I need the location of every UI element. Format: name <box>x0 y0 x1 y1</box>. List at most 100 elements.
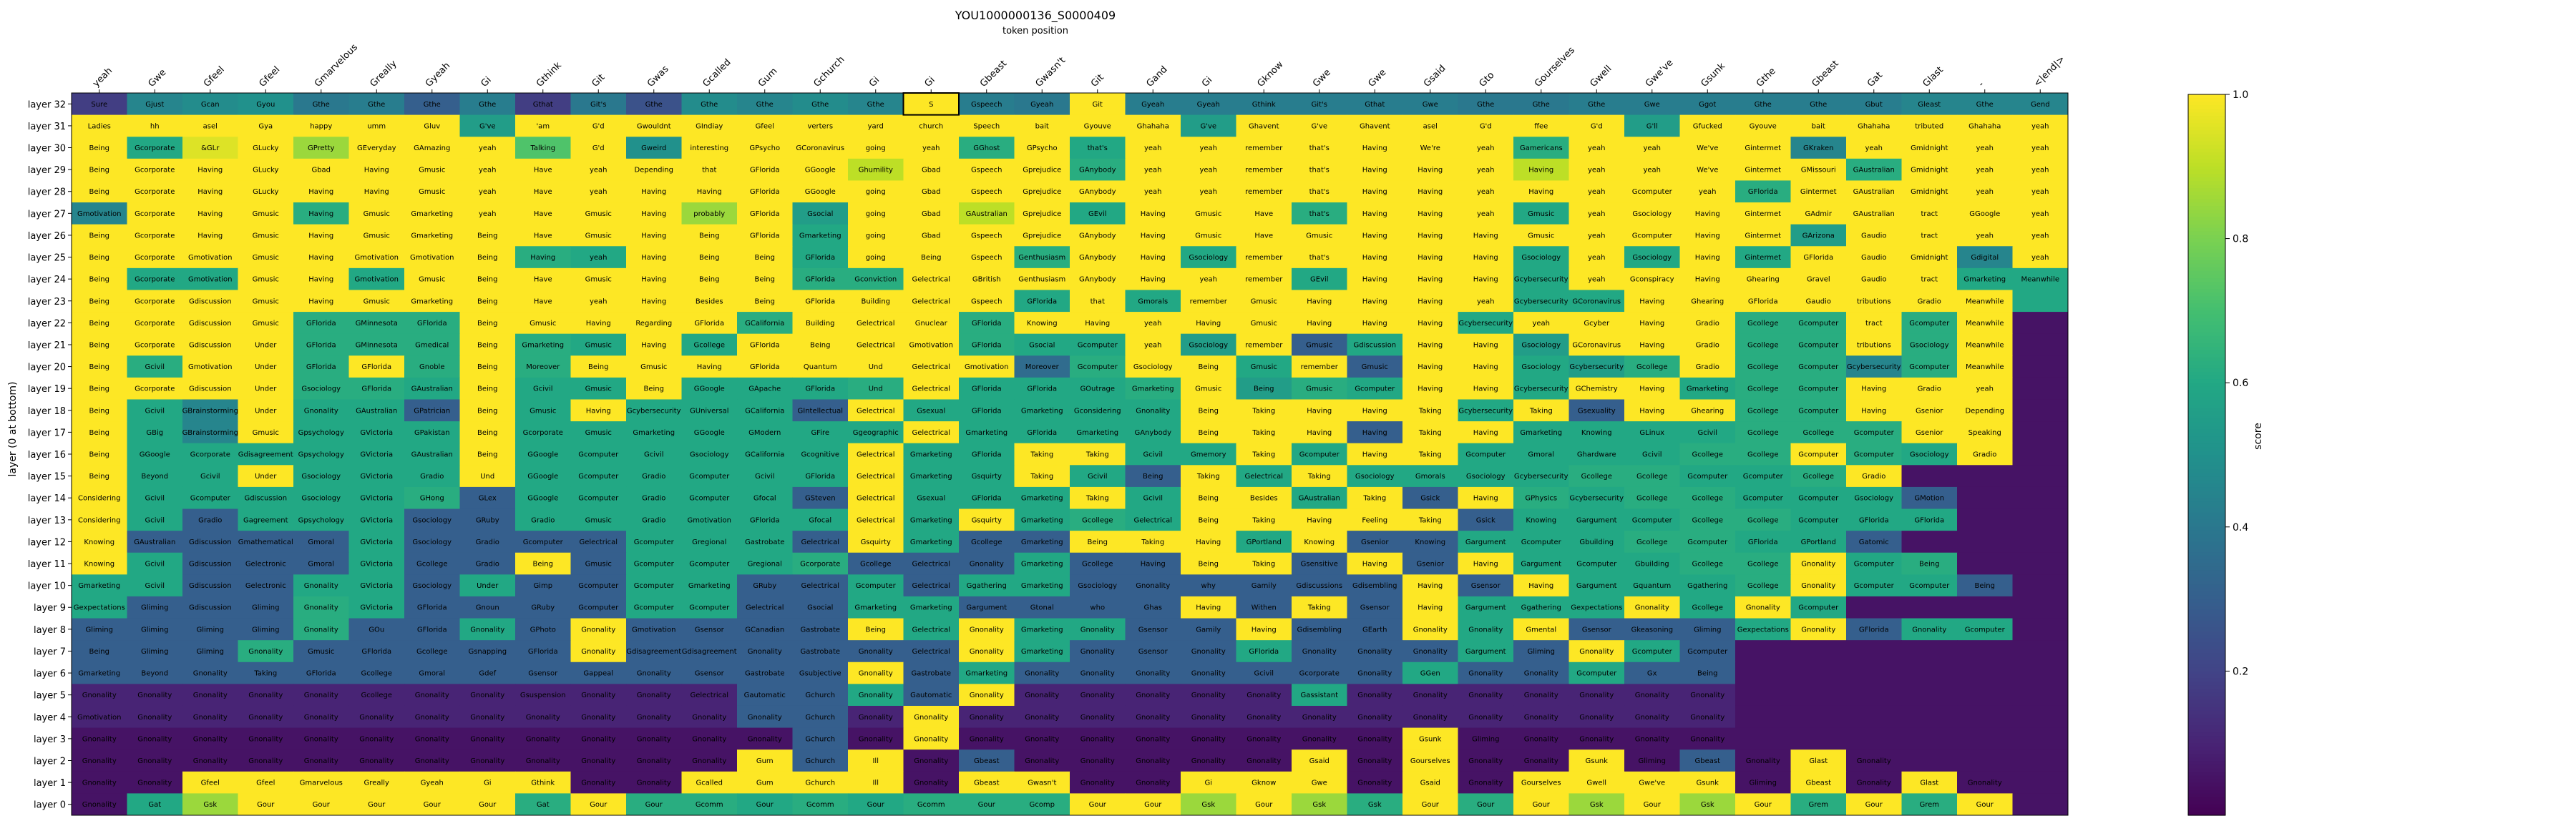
heatmap-cell: Gmusic <box>626 355 682 378</box>
heatmap-cell-label: GAustralian <box>1299 495 1340 503</box>
heatmap-cell-label: Gcollege <box>1692 516 1723 524</box>
heatmap-cell-label: Gsociology <box>1854 495 1893 503</box>
heatmap-cell-label: Gliming <box>1527 648 1555 656</box>
heatmap-cell: GApache <box>737 377 793 400</box>
heatmap-cell-label: Having <box>1141 561 1166 569</box>
heatmap-cell: Gliming <box>1679 618 1736 641</box>
heatmap-cell-rect <box>1070 399 1126 422</box>
heatmap-cell: Having <box>182 224 238 247</box>
heatmap-cell-label: Gmotivation <box>188 276 233 284</box>
heatmap-cell-rect <box>1790 333 1847 356</box>
heatmap-cell: Gnonality <box>459 727 516 750</box>
heatmap-cell-label: GEvil <box>1310 276 1329 284</box>
heatmap-cell: Gautomatic <box>737 684 793 707</box>
heatmap-cell-label: that's <box>1309 210 1330 218</box>
heatmap-cell: Gcybersecurity <box>1513 267 1569 290</box>
heatmap-cell-rect <box>1901 93 1958 116</box>
heatmap-cell: Gliming <box>127 640 183 663</box>
heatmap-cell: Gargument <box>1458 531 1514 554</box>
heatmap-cell-rect <box>182 355 238 378</box>
heatmap-cell-rect <box>737 399 793 422</box>
heatmap-cell-label: Gsexual <box>917 495 945 503</box>
heatmap-cell: Gmotivation <box>182 267 238 290</box>
heatmap-cell: Beyond <box>127 465 183 488</box>
heatmap-cell: Gradio <box>1901 290 1958 313</box>
heatmap-cell: Gnonality <box>1347 640 1403 663</box>
x-tick-label: Gsaid <box>1422 63 1448 89</box>
heatmap-cell-label: Gcomputer <box>1909 320 1950 328</box>
heatmap-cell: Gelectrical <box>848 312 904 335</box>
heatmap-cell-label: Having <box>1639 341 1664 349</box>
heatmap-cell: GGoogle <box>127 443 183 466</box>
heatmap-cell-label: Have <box>534 298 552 305</box>
heatmap-cell: &GLr <box>182 137 238 159</box>
heatmap-cell: Having <box>1624 377 1680 400</box>
heatmap-cell-label: Gnonality <box>1191 670 1226 678</box>
heatmap-cell: Gsociology <box>1513 246 1569 269</box>
heatmap-cell-rect <box>348 93 405 116</box>
heatmap-cell-label: Gthat <box>1365 101 1385 109</box>
heatmap-cell: Gelectrical <box>1236 465 1292 488</box>
heatmap-cell: Gelectrical <box>792 574 849 597</box>
heatmap-cell-label: GGoogle <box>140 451 170 459</box>
heatmap-cell-label: remember <box>1245 341 1283 349</box>
heatmap-cell-rect <box>792 158 849 181</box>
heatmap-cell: Gimp <box>515 574 571 597</box>
colorbar-segment <box>2188 353 2225 358</box>
heatmap-cell: Gnonality <box>515 727 571 750</box>
heatmap-cell-label: Gmoral <box>1528 451 1554 459</box>
heatmap-cell: bait <box>1790 114 1847 137</box>
heatmap-cell: Gnonality <box>1347 749 1403 772</box>
heatmap-cell-rect <box>1458 333 1514 356</box>
heatmap-cell-label: GGoogle <box>527 495 558 503</box>
heatmap-cell-label: Gliming <box>196 626 224 634</box>
heatmap-cell-label: We're <box>1420 144 1440 152</box>
heatmap-cell: Gmusic <box>238 224 294 247</box>
colorbar-segment <box>2188 710 2225 715</box>
heatmap-cell-label: Gour <box>1976 801 1994 809</box>
heatmap-cell-label: Gwe <box>1312 780 1327 787</box>
heatmap-cell-label: remember <box>1245 276 1283 284</box>
colorbar-segment <box>2188 206 2225 210</box>
heatmap-cell-rect <box>1347 377 1403 400</box>
colorbar-tick-label: 0.2 <box>2233 666 2248 677</box>
heatmap-cell-label: Gmotivation <box>965 363 1009 371</box>
heatmap-cell: Gelectrical <box>903 640 960 663</box>
heatmap-cell-rect <box>348 312 405 335</box>
heatmap-cell-label: Gcivil <box>145 516 165 524</box>
heatmap-cell: Gnonality <box>1458 618 1514 641</box>
heatmap-cell-label: Gend <box>2031 101 2050 109</box>
colorbar-segment <box>2188 577 2225 581</box>
heatmap-cell-label: Gnonality <box>1857 780 1891 787</box>
heatmap-cell: yeah <box>1125 312 1181 335</box>
heatmap-cell-label: yeah <box>1477 298 1495 305</box>
heatmap-cell: Gthe <box>348 93 405 116</box>
heatmap-cell-label: Gpsychology <box>298 451 344 459</box>
heatmap-cell: yeah <box>1458 202 1514 225</box>
heatmap-cell-rect <box>1181 267 1236 290</box>
heatmap-cell-label: Taking <box>1196 473 1220 481</box>
heatmap-cell: Gcomputer <box>1790 399 1847 422</box>
heatmap-cell-label: probably <box>693 210 725 218</box>
heatmap-cell-label: GPretty <box>308 144 334 152</box>
heatmap-cell: GAnybody <box>1070 224 1126 247</box>
heatmap-cell: GFlorida <box>959 312 1015 335</box>
heatmap-cell-label: Gnonality <box>1357 714 1392 722</box>
heatmap-cell-label: Being <box>89 407 109 415</box>
heatmap-cell: Gnonality <box>1125 574 1181 597</box>
heatmap-cell: that <box>681 158 738 181</box>
heatmap-cell-label: Gradio <box>1918 385 1941 393</box>
heatmap-cell: Gregional <box>737 552 793 575</box>
heatmap-cell: yeah <box>2012 202 2069 225</box>
heatmap-cell-label: Gprejudice <box>1023 232 1061 240</box>
colorbar-segment <box>2188 310 2225 315</box>
heatmap-cell-label: Gprejudice <box>1023 210 1061 218</box>
heatmap-cell: Having <box>1458 355 1514 378</box>
heatmap-cell: Having <box>293 267 349 290</box>
heatmap-cell-label: Gcollege <box>416 648 448 656</box>
heatmap-cell-rect <box>1347 158 1403 181</box>
heatmap-cell: Having <box>681 355 738 378</box>
y-axis-label: layer (0 at bottom) <box>7 381 19 476</box>
heatmap-cell-rect <box>570 312 627 335</box>
heatmap-cell: Gnonality <box>1181 684 1236 707</box>
